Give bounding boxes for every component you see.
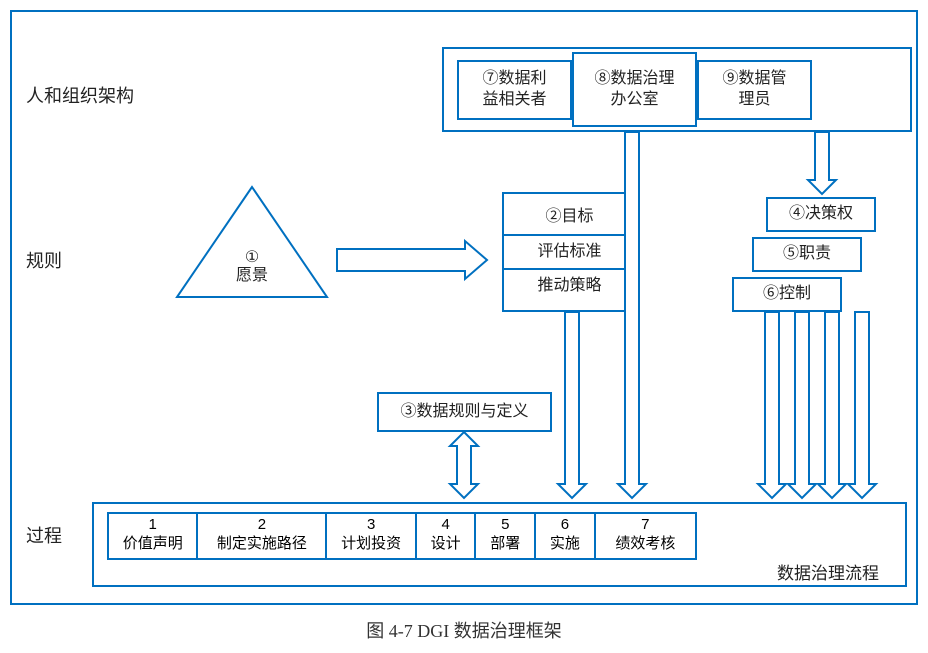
process-step-2: 2制定实施路径 [198,514,327,558]
arrow-down-2 [758,312,786,498]
node-1-vision-triangle [177,187,327,297]
label-people-org: 人和组织架构 [26,82,134,108]
node-8-governance-office: ⑧数据治理办公室 [572,52,697,127]
process-step-num: 4 [441,516,449,535]
goals-cell-2: 推动策略 [504,270,635,303]
process-step-1: 1价值声明 [109,514,198,558]
arrow-down-3 [788,312,816,498]
node-7-stakeholders: ⑦数据利益相关者 [457,60,572,120]
node-5-text: ⑤职责 [783,244,831,265]
figure-caption: 图 4-7 DGI 数据治理框架 [10,617,918,643]
process-step-label: 实施 [550,535,580,554]
arrow-down-5 [848,312,876,498]
process-step-label: 绩效考核 [615,535,675,554]
arrow-down-4 [818,312,846,498]
process-step-label: 设计 [431,535,461,554]
arrow-down-0 [558,312,586,498]
node-3-text: ③数据规则与定义 [400,402,528,423]
process-flow-label: 数据治理流程 [777,559,879,584]
node-2-goals-stack: ②目标 评估标准 推动策略 [502,192,637,312]
process-step-num: 1 [149,516,157,535]
node-4-text: ④决策权 [789,204,853,225]
dgi-framework-diagram: 人和组织架构 规则 过程 ⑦数据利益相关者 ⑧数据治理办公室 ⑨数据管理员 ②目… [10,10,918,605]
node-9-text: ⑨数据管理员 [716,65,792,115]
process-step-label: 价值声明 [123,535,183,554]
label-rules: 规则 [26,247,62,273]
arrow-people-to-decision [808,132,836,194]
node-7-text: ⑦数据利益相关者 [476,65,552,115]
process-steps-table: 1价值声明2制定实施路径3计划投资4设计5部署6实施7绩效考核 [107,512,697,560]
process-step-num: 3 [367,516,375,535]
node-8-text: ⑧数据治理办公室 [588,65,680,115]
goals-cell-0: ②目标 [504,201,635,236]
node-3-data-rules: ③数据规则与定义 [377,392,552,432]
diagram-wrap: 人和组织架构 规则 过程 ⑦数据利益相关者 ⑧数据治理办公室 ⑨数据管理员 ②目… [10,10,918,643]
node-6-control: ⑥控制 [732,277,842,312]
process-step-3: 3计划投资 [327,514,416,558]
process-step-num: 5 [501,516,509,535]
process-step-6: 6实施 [536,514,596,558]
process-step-7: 7绩效考核 [596,514,695,558]
node-6-text: ⑥控制 [763,284,811,305]
arrow-vision-to-goals [337,241,487,279]
node-9-data-steward: ⑨数据管理员 [697,60,812,120]
node-4-decision: ④决策权 [766,197,876,232]
process-step-num: 7 [641,516,649,535]
process-step-label: 计划投资 [341,535,401,554]
arrow-down-1 [618,132,646,498]
process-step-label: 制定实施路径 [217,535,307,554]
label-process: 过程 [26,522,62,548]
process-step-num: 6 [561,516,569,535]
process-step-5: 5部署 [476,514,536,558]
arrow-double-data-rules-process [450,432,478,498]
process-step-num: 2 [258,516,266,535]
node-5-responsibility: ⑤职责 [752,237,862,272]
process-step-label: 部署 [490,535,520,554]
node-1-vision-text: ①愿景 [236,249,268,284]
process-step-4: 4设计 [417,514,477,558]
goals-cell-1: 评估标准 [504,236,635,271]
